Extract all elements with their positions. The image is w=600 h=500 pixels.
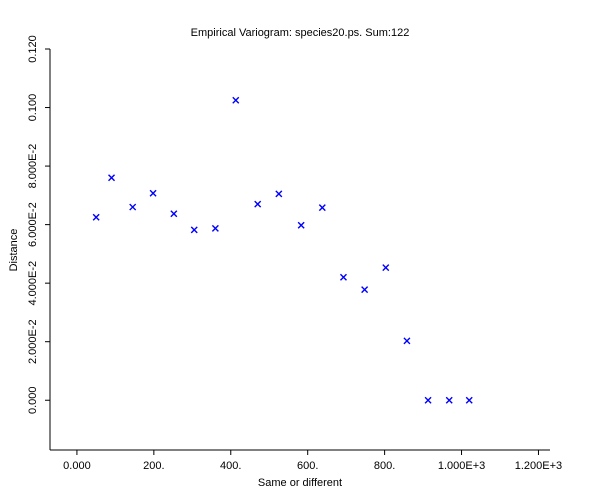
- y-tick-label: 0.000: [27, 386, 39, 414]
- x-tick-label: 200.: [143, 460, 164, 472]
- y-tick-label: 6.000E-2: [27, 202, 39, 247]
- data-point-marker: [297, 221, 305, 229]
- data-point-marker: [361, 286, 369, 294]
- y-tick-label: 0.100: [27, 94, 39, 122]
- x-tick-label: 600.: [297, 460, 318, 472]
- data-point-marker: [190, 226, 198, 234]
- y-axis-label: Distance: [8, 229, 20, 272]
- y-tick-label: 8.000E-2: [27, 144, 39, 189]
- x-tick-label: 0.000: [63, 460, 91, 472]
- x-axis-ticks: 0.000 200. 400. 600. 800. 1.000E+3 1.200E+3: [63, 450, 562, 472]
- data-point-marker: [424, 396, 432, 404]
- x-axis-label: Same or different: [258, 477, 342, 489]
- chart-title: Empirical Variogram: species20.ps. Sum:1…: [191, 27, 410, 39]
- data-point-marker: [170, 210, 178, 218]
- data-point-marker: [275, 190, 283, 198]
- y-tick-label: 0.120: [27, 35, 39, 63]
- data-point-marker: [445, 396, 453, 404]
- y-axis-ticks: 0.000 2.000E-2 4.000E-2 6.000E-2 8.000E-2 0.1…: [27, 35, 50, 414]
- data-point-marker: [339, 273, 347, 281]
- x-tick-label: 800.: [374, 460, 395, 472]
- data-point-marker: [382, 264, 390, 272]
- y-tick-label: 4.000E-2: [27, 261, 39, 306]
- data-points: [92, 96, 473, 404]
- data-point-marker: [129, 203, 137, 211]
- y-tick-label: 2.000E-2: [27, 319, 39, 364]
- data-point-marker: [108, 174, 116, 182]
- x-tick-label: 1.000E+3: [438, 460, 485, 472]
- data-point-marker: [254, 200, 262, 208]
- data-point-marker: [92, 213, 100, 221]
- data-point-marker: [211, 224, 219, 232]
- x-tick-label: 1.200E+3: [515, 460, 562, 472]
- data-point-marker: [149, 189, 157, 197]
- data-point-marker: [465, 396, 473, 404]
- data-point-marker: [232, 96, 240, 104]
- x-tick-label: 400.: [220, 460, 241, 472]
- data-point-marker: [318, 204, 326, 212]
- data-point-marker: [403, 337, 411, 345]
